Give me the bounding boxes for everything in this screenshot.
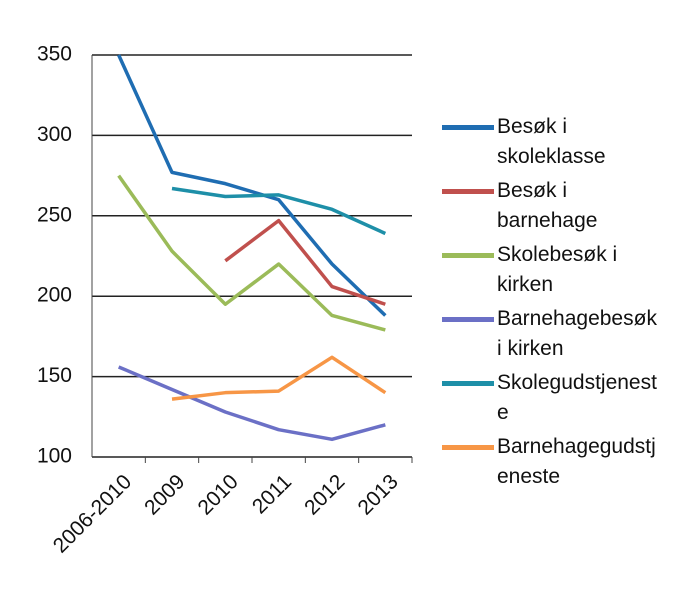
series-line xyxy=(117,174,386,332)
series-line xyxy=(171,355,387,401)
y-tick-label: 350 xyxy=(37,43,72,66)
legend-label: Barnehagegudstjeneste xyxy=(497,435,656,488)
y-tick-label: 250 xyxy=(37,203,72,226)
series-line xyxy=(224,218,386,306)
y-tick-label: 150 xyxy=(37,364,72,387)
x-tick-label: 2010 xyxy=(193,470,242,519)
legend-item: Skolegudstjeneste xyxy=(442,368,657,428)
x-tick-label: 2012 xyxy=(300,470,349,519)
legend-swatch xyxy=(442,445,494,450)
legend-label: Besøk i barnehage xyxy=(497,179,598,232)
y-tick-label: 200 xyxy=(37,284,72,307)
legend-item: Besøk i skoleklasse xyxy=(442,112,657,172)
legend-swatch xyxy=(442,189,494,194)
y-tick-label: 100 xyxy=(37,445,72,468)
legend-label: Besøk i skoleklasse xyxy=(497,115,606,168)
series-line xyxy=(171,186,387,236)
legend-label: Skolegudstjeneste xyxy=(497,371,657,424)
legend-swatch xyxy=(442,125,494,130)
y-tick-label: 300 xyxy=(37,123,72,146)
series-line xyxy=(117,365,386,442)
x-tick-label: 2011 xyxy=(248,470,296,518)
legend-item: Skolebesøk i kirken xyxy=(442,240,657,300)
x-tick-label: 2013 xyxy=(353,470,402,519)
legend-item: Besøk i barnehage xyxy=(442,176,657,236)
x-tick-label: 2006-2010 xyxy=(49,470,136,557)
legend-item: Barnehagegudstjeneste xyxy=(442,432,657,492)
x-tick-label: 2009 xyxy=(140,470,189,519)
legend-label: Skolebesøk i kirken xyxy=(497,243,618,296)
legend-item: Barnehagebesøk i kirken xyxy=(442,304,657,364)
series-line xyxy=(117,54,387,317)
legend: Besøk i skoleklasse Besøk i barnehage Skol… xyxy=(442,112,657,496)
legend-swatch xyxy=(442,253,494,258)
legend-label: Barnehagebesøk i kirken xyxy=(497,307,657,360)
legend-swatch xyxy=(442,317,494,322)
legend-swatch xyxy=(442,381,494,386)
